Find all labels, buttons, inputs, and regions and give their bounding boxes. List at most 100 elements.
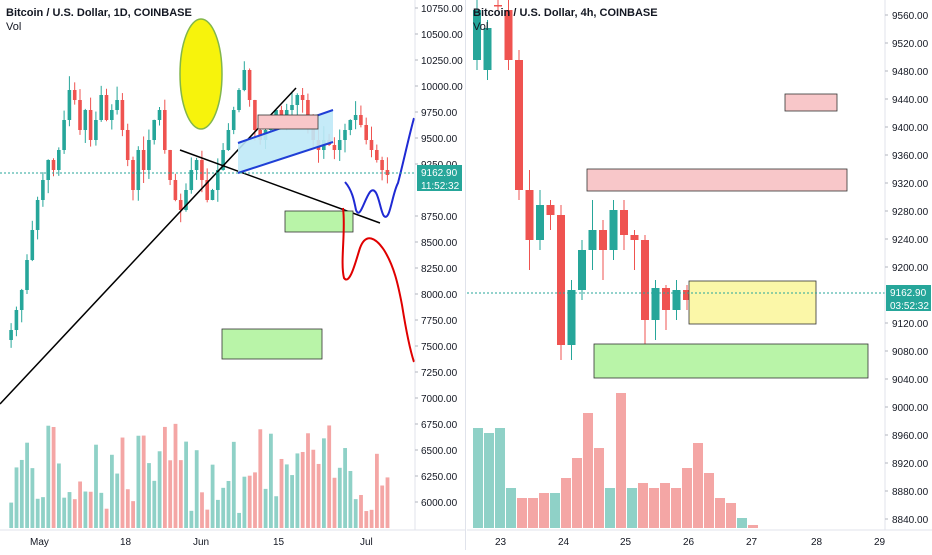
daily-candle-body (343, 130, 347, 140)
daily-candle-body (51, 160, 56, 170)
demand-zone-box[interactable] (593, 343, 869, 379)
bullish-projection-path[interactable] (344, 117, 415, 218)
support-box-1[interactable] (284, 210, 354, 233)
daily-candle-body (110, 110, 114, 120)
resistance-zone-box[interactable] (586, 168, 848, 192)
4h-volume-bar (583, 413, 593, 528)
4h-time-tick-28: 28 (811, 537, 823, 548)
4h-candle-body (588, 230, 597, 250)
daily-volume-bar (104, 508, 109, 528)
4h-price-tick: 9000.00 (892, 403, 929, 414)
daily-volume-bar (178, 460, 183, 528)
4h-drawings[interactable] (586, 93, 869, 379)
4h-volume-bar (473, 428, 483, 528)
daily-time-tick-jun: Jun (193, 537, 209, 548)
4h-candle-body (672, 290, 681, 310)
4h-candle-body (525, 190, 534, 240)
daily-volume-bar (99, 492, 104, 528)
daily-candle-body (99, 95, 103, 120)
daily-candle-body (375, 150, 379, 160)
4h-volume-bar (495, 428, 505, 528)
daily-chart-panel[interactable]: Bitcoin / U.S. Dollar, 1D, COINBASE Vol (0, 0, 467, 550)
daily-volume-bar (25, 442, 29, 528)
daily-candle-body (231, 110, 236, 130)
daily-drawings[interactable] (0, 18, 415, 405)
daily-volume-bar (369, 509, 374, 528)
daily-price-tick: 10250.00 (421, 56, 463, 67)
4h-time-tick-24: 24 (558, 537, 570, 548)
4h-volume-bar (605, 488, 615, 528)
yellow-highlight-ellipse[interactable] (179, 18, 223, 130)
daily-volume-bar (322, 438, 326, 528)
daily-candle-body (380, 160, 384, 170)
daily-last-price-text: 9162.90 (421, 168, 458, 179)
support-box-2[interactable] (221, 328, 323, 360)
daily-volume-bar (279, 458, 284, 528)
daily-candle-body (221, 150, 225, 170)
daily-price-tick: 8250.00 (421, 264, 458, 275)
daily-price-tick: 6250.00 (421, 472, 458, 483)
4h-volume-bar (616, 393, 626, 528)
daily-volume-bar (247, 475, 252, 528)
daily-time-axis[interactable]: May 18 Jun 15 Jul (0, 529, 467, 550)
consolidation-range-box[interactable] (688, 280, 817, 325)
daily-candle-body (332, 145, 337, 150)
daily-volume-bar (46, 425, 51, 528)
chart-divider[interactable] (465, 0, 468, 550)
daily-volume-bar (253, 472, 257, 528)
4h-chart-canvas[interactable]: 9560.00 9520.00 9480.00 9440.00 9400.00 9360.… (467, 0, 932, 550)
4h-price-axis[interactable]: 9560.00 9520.00 9480.00 9440.00 9400.00 9360.… (884, 0, 932, 530)
daily-candle-body (337, 140, 342, 150)
4h-price-tick: 8880.00 (892, 487, 929, 498)
4h-price-tick: 9240.00 (892, 235, 929, 246)
daily-candle-body (173, 180, 178, 200)
daily-volume-bar (41, 497, 45, 528)
4h-candle-body (515, 60, 523, 190)
daily-volume-bar (152, 480, 157, 528)
4h-volume-bar (737, 518, 747, 528)
4h-time-tick-26: 26 (683, 537, 695, 548)
daily-candle-body (184, 190, 188, 210)
daily-volume-bar (237, 512, 241, 528)
bearish-projection-path[interactable] (341, 207, 415, 363)
4h-volume-bar (748, 525, 758, 528)
daily-price-axis[interactable]: 10750.00 10500.00 10250.00 10000.00 9750.00 9… (414, 0, 467, 530)
daily-chart-title: Bitcoin / U.S. Dollar, 1D, COINBASE (6, 7, 192, 19)
4h-candle-body (620, 210, 628, 235)
daily-candle-body (14, 310, 19, 330)
4h-candle-body (599, 230, 607, 250)
daily-candles (9, 61, 390, 348)
daily-candle-body (306, 100, 310, 120)
daily-volume-bar (57, 463, 61, 528)
upper-resistance-box[interactable] (784, 93, 838, 112)
4h-volume-bar (726, 503, 736, 528)
daily-candle-body (189, 170, 194, 190)
4h-candle-body (483, 28, 492, 70)
daily-candle-body (104, 95, 109, 120)
daily-price-tick: 7750.00 (421, 316, 458, 327)
daily-last-price-tag (417, 165, 462, 179)
daily-price-tick: 6750.00 (421, 420, 458, 431)
daily-candle-body (147, 140, 151, 170)
daily-volume-bar (231, 441, 236, 528)
daily-candle-body (94, 120, 98, 140)
daily-chart-canvas[interactable]: 10750.00 10500.00 10250.00 10000.00 9750.00 9… (0, 0, 467, 550)
4h-volume-bar (693, 443, 703, 528)
4h-price-tick: 9080.00 (892, 347, 929, 358)
daily-candle-body (369, 140, 374, 150)
4h-price-tick: 8960.00 (892, 431, 929, 442)
daily-candle-body (62, 120, 66, 150)
4h-chart-panel[interactable]: Bitcoin / U.S. Dollar, 4h, COINBASE Vol … (467, 0, 932, 550)
channel-bottom-line[interactable] (237, 141, 334, 174)
daily-candle-body (88, 110, 93, 140)
4h-time-axis[interactable]: 23 24 25 26 27 28 29 (467, 529, 932, 550)
daily-volume-bar (35, 498, 40, 528)
daily-candle-body (115, 100, 119, 110)
4h-price-tick: 9440.00 (892, 95, 929, 106)
daily-volume-bar (375, 453, 379, 528)
resistance-box[interactable] (257, 114, 319, 130)
daily-candle-body (168, 150, 172, 180)
daily-volume-bar (343, 448, 347, 528)
daily-time-tick-jul: Jul (360, 537, 373, 548)
daily-volume-bar (72, 499, 77, 528)
